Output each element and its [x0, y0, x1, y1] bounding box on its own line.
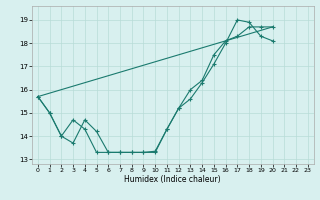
X-axis label: Humidex (Indice chaleur): Humidex (Indice chaleur) — [124, 175, 221, 184]
